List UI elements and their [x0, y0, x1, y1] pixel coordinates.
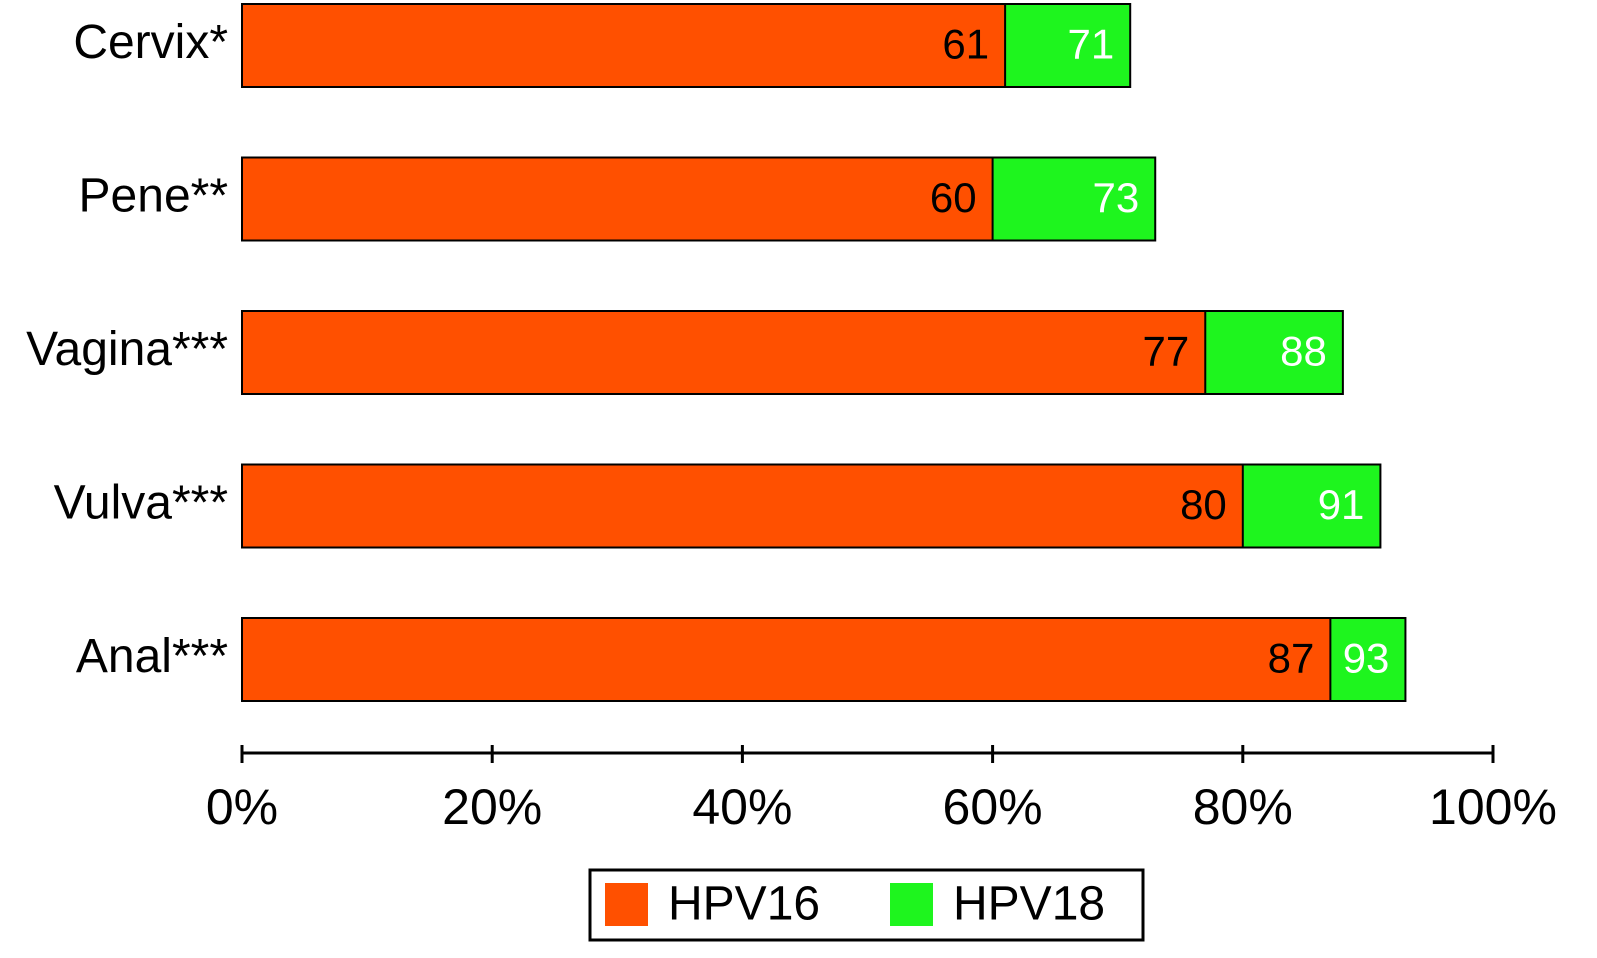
data-label: 60 [930, 174, 977, 221]
data-label: 71 [1067, 21, 1114, 68]
data-label: 88 [1280, 328, 1327, 375]
data-label: 91 [1318, 481, 1365, 528]
x-tick-label: 0% [206, 779, 278, 835]
bar [241, 617, 1332, 702]
x-tick-label: 80% [1193, 779, 1293, 835]
x-tick-label: 40% [692, 779, 792, 835]
data-label: 73 [1093, 174, 1140, 221]
data-label: 87 [1268, 635, 1315, 682]
legend-swatch [605, 883, 648, 926]
category-label: Cervix* [73, 16, 228, 69]
x-tick-label: 60% [943, 779, 1043, 835]
x-tick-label: 20% [442, 779, 542, 835]
legend-swatch [890, 883, 933, 926]
legend-label: HPV16 [668, 878, 820, 931]
data-label: 77 [1143, 328, 1190, 375]
category-label: Vagina*** [26, 323, 228, 376]
category-label: Anal*** [76, 630, 228, 683]
x-tick-label: 100% [1429, 779, 1557, 835]
data-label: 93 [1343, 635, 1390, 682]
bar [241, 3, 1007, 88]
data-label: 80 [1180, 481, 1227, 528]
data-label: 61 [942, 21, 989, 68]
category-label: Vulva*** [54, 477, 228, 530]
legend-box [588, 868, 1145, 942]
legend-label: HPV18 [953, 878, 1105, 931]
bar [241, 310, 1207, 395]
bar [241, 463, 1244, 549]
bar [241, 156, 994, 242]
category-label: Pene** [79, 170, 228, 223]
